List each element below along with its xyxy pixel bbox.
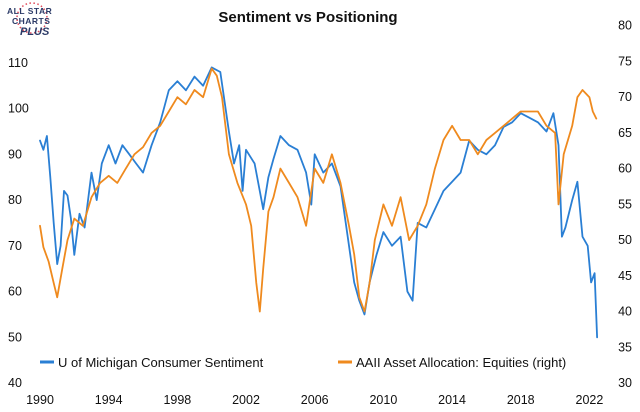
y-right-tick-label: 30 (618, 376, 632, 390)
y-left-tick-label: 60 (8, 285, 22, 299)
series-line-equities (39, 67, 598, 313)
brand-logo: ALL STAR CHARTS PLUS (7, 2, 52, 38)
x-tick-label: 1990 (26, 393, 54, 407)
y-axis-left: 40 50 60 70 80 90 100 110 (8, 56, 29, 390)
logo-plus: PLUS (20, 26, 50, 38)
y-right-tick-label: 45 (618, 269, 632, 283)
y-right-tick-label: 35 (618, 340, 632, 354)
y-left-tick-label: 40 (8, 376, 22, 390)
x-tick-label: 2010 (369, 393, 397, 407)
y-left-tick-label: 70 (8, 239, 22, 253)
y-left-tick-label: 50 (8, 330, 22, 344)
legend: U of Michigan Consumer Sentiment AAII As… (40, 355, 566, 370)
x-tick-label: 2006 (301, 393, 329, 407)
x-tick-label: 2022 (576, 393, 604, 407)
y-right-tick-label: 40 (618, 305, 632, 319)
series-lines (39, 66, 598, 339)
x-tick-label: 1998 (163, 393, 191, 407)
series-line-sentiment (39, 66, 598, 339)
logo-line2: CHARTS (12, 16, 50, 26)
y-axis-right: 30 35 40 45 50 55 60 65 70 75 80 (618, 19, 632, 390)
y-right-tick-label: 50 (618, 233, 632, 247)
y-right-tick-label: 80 (618, 19, 632, 33)
x-tick-label: 1994 (95, 393, 123, 407)
logo-dots-ring (16, 2, 48, 34)
y-left-tick-label: 80 (8, 193, 22, 207)
chart-title: Sentiment vs Positioning (218, 9, 397, 26)
y-right-tick-label: 65 (618, 126, 632, 140)
y-right-tick-label: 60 (618, 162, 632, 176)
y-right-tick-label: 55 (618, 197, 632, 211)
y-left-tick-label: 100 (8, 102, 29, 116)
x-tick-label: 2002 (232, 393, 260, 407)
logo-line1: ALL STAR (7, 6, 52, 16)
legend-label-sentiment: U of Michigan Consumer Sentiment (58, 355, 264, 370)
y-left-tick-label: 110 (8, 56, 28, 70)
y-right-tick-label: 70 (618, 90, 632, 104)
y-right-tick-label: 75 (618, 54, 632, 68)
x-axis: 1990 1994 1998 2002 2006 2010 2014 2018 2022 (26, 393, 603, 407)
legend-label-equities: AAII Asset Allocation: Equities (right) (356, 355, 566, 370)
x-tick-label: 2014 (438, 393, 466, 407)
x-tick-label: 2018 (507, 393, 535, 407)
y-left-tick-label: 90 (8, 147, 22, 161)
